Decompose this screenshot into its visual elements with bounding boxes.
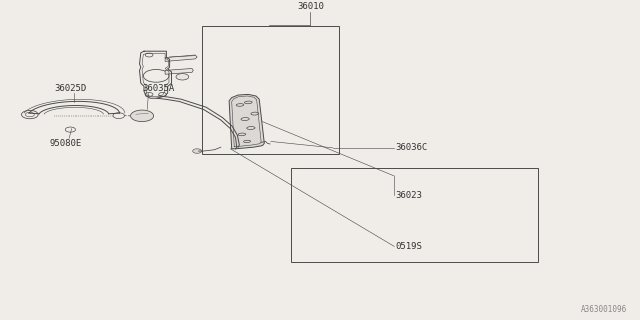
Text: 36035A: 36035A [142, 84, 174, 93]
Bar [291, 168, 538, 262]
Polygon shape [229, 94, 264, 149]
Circle shape [193, 149, 202, 153]
Text: 36036C: 36036C [396, 143, 428, 152]
Polygon shape [165, 55, 197, 61]
Text: 36025D: 36025D [54, 84, 86, 93]
Text: 95080E: 95080E [50, 139, 82, 148]
Polygon shape [165, 68, 193, 74]
Text: 0519S: 0519S [396, 242, 422, 251]
Bar [202, 26, 339, 154]
Circle shape [131, 110, 154, 122]
Text: 36023: 36023 [396, 191, 422, 200]
Circle shape [176, 74, 189, 80]
Text: A363001096: A363001096 [581, 305, 627, 314]
Text: 36010: 36010 [297, 2, 324, 11]
